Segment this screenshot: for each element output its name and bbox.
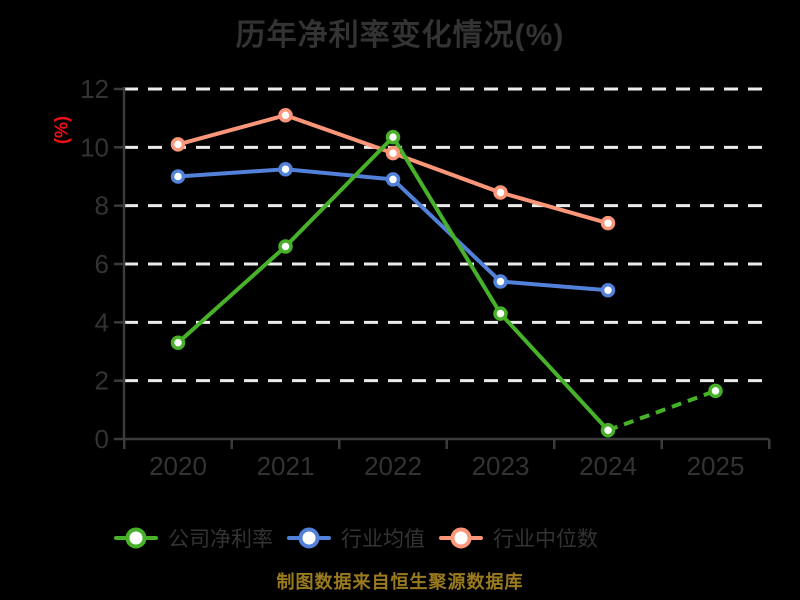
data-point-marker (170, 335, 186, 350)
legend-item-industry-average: 行业均值 (287, 520, 425, 556)
data-point-marker (493, 274, 508, 289)
y-tick-label: 6 (95, 249, 109, 279)
legend: 公司净利率 行业均值 行业中位数 (114, 520, 598, 556)
data-point-marker (600, 215, 616, 231)
data-point-marker (708, 383, 723, 399)
source-caption: 制图数据来自恒生聚源数据库 (276, 572, 524, 592)
x-tick-label: 2021 (257, 451, 315, 481)
x-tick-label: 2025 (687, 451, 745, 481)
data-point-marker (170, 169, 186, 184)
data-point-marker (385, 145, 401, 161)
legend-label-company-net-margin: 公司净利率 (168, 528, 273, 551)
y-tick-label: 10 (80, 132, 109, 162)
y-tick-label: 0 (95, 424, 109, 454)
legend-item-company-net-margin: 公司净利率 (114, 520, 273, 556)
data-point-marker (600, 283, 616, 298)
series-line-0 (176, 133, 717, 433)
y-tick-label: 12 (80, 74, 109, 104)
data-point-marker (493, 185, 508, 200)
chart-title: 历年净利率变化情况(%) (235, 19, 565, 52)
legend-item-industry-median: 行业中位数 (439, 520, 598, 556)
legend-marker-orange-icon (439, 520, 483, 556)
axes: 0 2 4 6 8 10 12 2020 2021 2022 2023 2024 2025 (80, 74, 771, 481)
data-point-marker (385, 129, 401, 145)
y-tick-label: 8 (95, 191, 109, 221)
gridlines (124, 87, 768, 383)
legend-marker-green-icon (114, 520, 158, 556)
legend-label-industry-average: 行业均值 (341, 528, 425, 551)
x-tick-label: 2020 (149, 451, 207, 481)
data-point-marker (278, 108, 293, 123)
data-point-marker (278, 161, 293, 177)
legend-marker-blue-icon (287, 520, 331, 556)
data-point-marker (385, 172, 401, 187)
data-point-marker (493, 306, 508, 321)
data-point-marker (170, 137, 186, 152)
y-tick-label: 4 (95, 307, 109, 337)
legend-label-industry-median: 行业中位数 (493, 528, 598, 551)
data-point-marker (278, 239, 293, 254)
series-markers-0 (170, 129, 723, 438)
series-line-1 (176, 167, 610, 293)
y-tick-label: 2 (95, 366, 109, 396)
series-markers-1 (170, 161, 616, 298)
x-tick-label: 2024 (579, 451, 637, 481)
x-tick-label: 2022 (364, 451, 422, 481)
data-point-marker (600, 423, 616, 438)
x-tick-label: 2023 (472, 451, 530, 481)
series-markers-2 (170, 108, 616, 231)
